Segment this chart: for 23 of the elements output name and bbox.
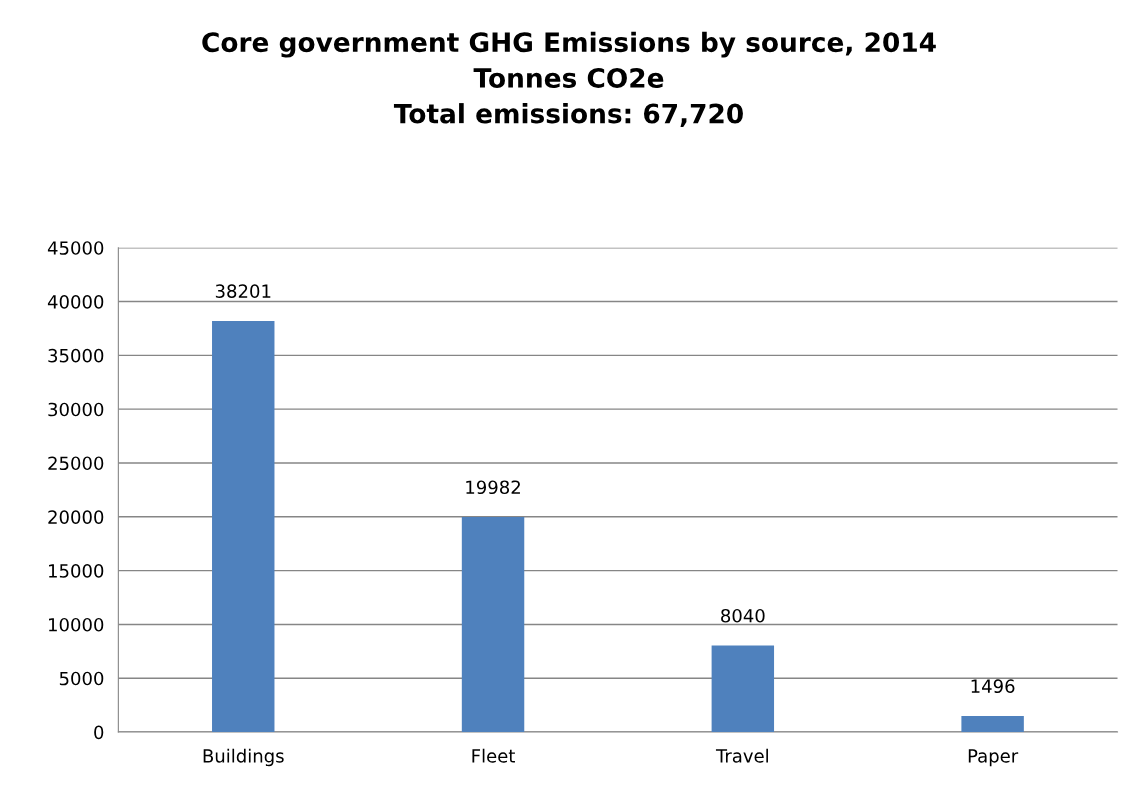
x-tick-label: Fleet xyxy=(472,748,515,763)
x-tick-label: Buildings xyxy=(203,748,284,767)
bar xyxy=(212,320,275,733)
y-tick-label: 20000 xyxy=(48,510,104,524)
y-tick-label: 30000 xyxy=(48,402,104,417)
data-label: 8040 xyxy=(721,608,765,623)
bar xyxy=(711,645,775,733)
chart-title: Core government GHG Emissions by source, 2014 Tonnes CO2e Total emissions: 67,720 xyxy=(202,31,936,127)
bar xyxy=(961,715,1024,733)
data-label: 1496 xyxy=(971,679,1015,694)
x-tick-label: Travel xyxy=(715,748,768,763)
y-tick-label: 10000 xyxy=(49,617,104,632)
x-tick-label: Paper xyxy=(968,749,1019,767)
bar xyxy=(461,517,525,733)
y-tick-label: 40000 xyxy=(47,295,104,309)
data-label: 38201 xyxy=(215,284,271,298)
y-tick-label: 35000 xyxy=(48,348,104,363)
y-tick-label: 15000 xyxy=(49,564,104,578)
y-tick-label: 0 xyxy=(94,725,104,740)
y-tick-label: 45000 xyxy=(47,241,104,255)
y-tick-label: 5000 xyxy=(59,671,104,686)
y-tick-label: 25000 xyxy=(48,456,104,471)
data-label: 19982 xyxy=(466,480,520,495)
